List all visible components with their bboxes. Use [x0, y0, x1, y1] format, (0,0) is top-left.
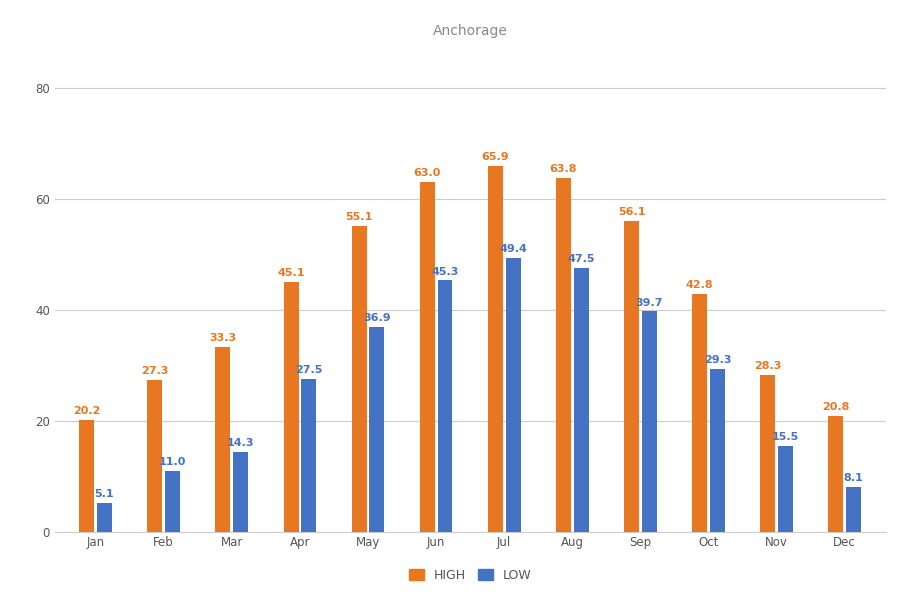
- Text: 36.9: 36.9: [363, 313, 391, 323]
- Bar: [437, 280, 453, 532]
- Bar: [165, 471, 180, 532]
- Text: 27.5: 27.5: [295, 365, 322, 375]
- Bar: [370, 327, 384, 532]
- Bar: [828, 416, 844, 532]
- Text: 33.3: 33.3: [209, 333, 236, 343]
- Text: 47.5: 47.5: [568, 254, 595, 265]
- Bar: [761, 374, 775, 532]
- Bar: [624, 220, 639, 532]
- Bar: [233, 452, 248, 532]
- Text: 14.3: 14.3: [227, 439, 255, 448]
- Text: 45.3: 45.3: [431, 266, 458, 277]
- Text: 49.4: 49.4: [499, 244, 527, 254]
- Bar: [301, 379, 316, 532]
- Text: 15.5: 15.5: [771, 432, 799, 442]
- Bar: [642, 312, 656, 532]
- Text: 56.1: 56.1: [618, 207, 645, 217]
- Text: 27.3: 27.3: [142, 367, 169, 376]
- Text: 42.8: 42.8: [686, 280, 713, 291]
- Text: 5.1: 5.1: [95, 489, 114, 500]
- Text: 20.2: 20.2: [73, 406, 100, 416]
- Bar: [79, 420, 94, 532]
- Text: 63.0: 63.0: [414, 169, 441, 178]
- Text: 8.1: 8.1: [844, 473, 864, 483]
- Bar: [692, 294, 708, 532]
- Bar: [284, 281, 299, 532]
- Bar: [778, 446, 793, 532]
- Bar: [506, 258, 520, 532]
- Bar: [147, 380, 163, 532]
- Text: 11.0: 11.0: [159, 457, 186, 467]
- Bar: [420, 182, 435, 532]
- Bar: [488, 166, 503, 532]
- Text: 39.7: 39.7: [635, 298, 663, 307]
- Text: 55.1: 55.1: [345, 212, 373, 222]
- Bar: [710, 369, 725, 532]
- Text: 28.3: 28.3: [754, 361, 782, 371]
- Text: 20.8: 20.8: [823, 402, 850, 413]
- Bar: [556, 178, 571, 532]
- Text: 65.9: 65.9: [481, 152, 509, 162]
- Bar: [352, 226, 367, 532]
- Text: 63.8: 63.8: [550, 164, 577, 174]
- Text: 45.1: 45.1: [278, 268, 305, 278]
- Bar: [215, 347, 230, 532]
- Bar: [573, 268, 589, 532]
- Legend: HIGH, LOW: HIGH, LOW: [404, 564, 537, 586]
- Bar: [846, 487, 861, 532]
- Bar: [97, 503, 112, 532]
- Title: Anchorage: Anchorage: [433, 24, 508, 39]
- Text: 29.3: 29.3: [704, 355, 731, 365]
